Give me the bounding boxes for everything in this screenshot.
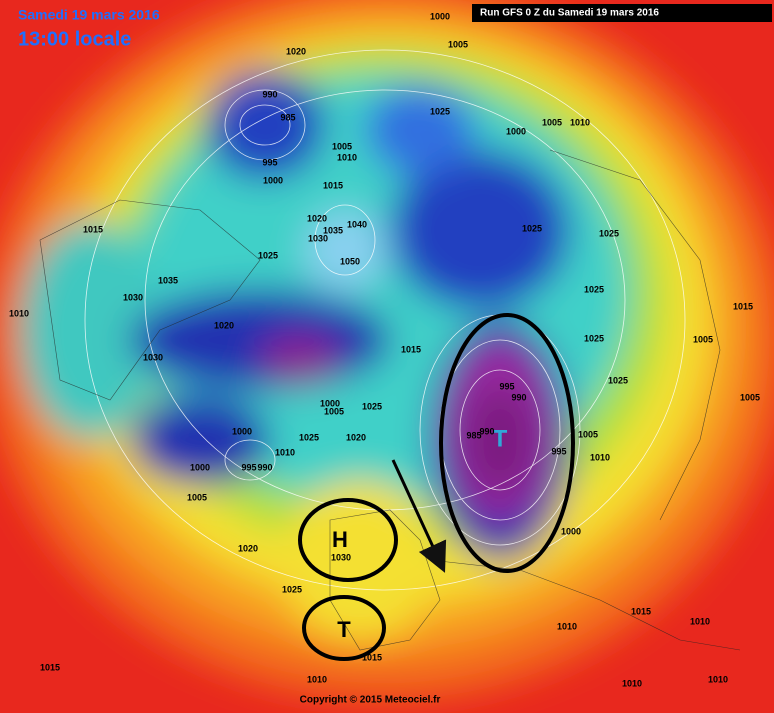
isobar-label: 1015 xyxy=(362,652,382,662)
isobar-label: 1000 xyxy=(320,398,340,408)
isobar-label: 990 xyxy=(257,462,272,472)
date: Samedi 19 mars 2016 xyxy=(18,7,160,23)
isobar-label: 1005 xyxy=(324,406,344,416)
low-circle xyxy=(439,313,575,573)
isobar-label: 1000 xyxy=(190,462,210,472)
isobar-label: 995 xyxy=(262,157,277,167)
high-label: H xyxy=(332,527,348,552)
copyright: Copyright © 2015 Meteociel.fr xyxy=(300,695,441,706)
low-label-small: T xyxy=(337,617,351,642)
isobar-label: 1020 xyxy=(307,213,327,223)
isobar-label: 1005 xyxy=(332,141,352,151)
isobar-label: 1015 xyxy=(40,662,60,672)
coastlines xyxy=(39,149,741,651)
isobar-label: 1010 xyxy=(622,678,642,688)
isobar-label: 985 xyxy=(280,112,295,122)
low-center: T xyxy=(493,425,508,452)
isobar-label: 1000 xyxy=(506,126,526,136)
time: 13:00 locale xyxy=(18,28,131,50)
isobar-label: 1005 xyxy=(578,429,598,439)
isobar-label: 995 xyxy=(241,462,256,472)
isobar-label: 1010 xyxy=(557,621,577,631)
isobar-label: 1010 xyxy=(590,452,610,462)
isobar-label: 1025 xyxy=(299,432,319,442)
isobar-label: 1010 xyxy=(307,674,327,684)
isobar-label: 1020 xyxy=(286,46,306,56)
isobar-label: 1010 xyxy=(337,152,357,162)
isobar-label: 1015 xyxy=(631,606,651,616)
isobar-label: 1025 xyxy=(584,333,604,343)
isobar-label: 990 xyxy=(262,89,277,99)
isobar-label: 1010 xyxy=(9,308,29,318)
isobar-label: 995 xyxy=(499,381,514,391)
isobar-label: 1030 xyxy=(143,352,163,362)
isobar-label: 1015 xyxy=(401,344,421,354)
isobar-label: 1025 xyxy=(362,401,382,411)
isobar-label: 1030 xyxy=(123,292,143,302)
isobar-label: 1015 xyxy=(83,224,103,234)
isobar-label: 1015 xyxy=(323,180,343,190)
isobar-label: 1035 xyxy=(158,275,178,285)
isobar-label: 990 xyxy=(511,392,526,402)
isobar-label: 1030 xyxy=(308,233,328,243)
isobar-label: 1000 xyxy=(561,526,581,536)
isobar-label: 1005 xyxy=(693,334,713,344)
isobar-label: 1010 xyxy=(570,117,590,127)
run-text: Run GFS 0 Z du Samedi 19 mars 2016 xyxy=(480,8,659,19)
isobar-label: 990 xyxy=(479,426,494,436)
isobar-label: 1015 xyxy=(733,301,753,311)
isobar-label: 1020 xyxy=(214,320,234,330)
isobar-label: 1025 xyxy=(282,584,302,594)
isobar-label: 1035 xyxy=(323,225,343,235)
isobar-label: 1025 xyxy=(430,106,450,116)
arrow xyxy=(391,459,447,573)
isobar-label: 985 xyxy=(466,430,481,440)
isobar-label: 1005 xyxy=(448,39,468,49)
isobar-label: 1010 xyxy=(690,616,710,626)
isobar-label: 1005 xyxy=(187,492,207,502)
isobar-label: 1020 xyxy=(346,432,366,442)
isobar-label: 1020 xyxy=(238,543,258,553)
isobar-label: 1040 xyxy=(347,219,367,229)
isobar-label: 1010 xyxy=(708,674,728,684)
isobar-label: 1005 xyxy=(542,117,562,127)
isobar-label: 1025 xyxy=(599,228,619,238)
isobar-label: 1000 xyxy=(263,175,283,185)
annotations xyxy=(298,313,575,661)
low-circle-small xyxy=(302,595,386,661)
isobar-label: 1005 xyxy=(740,392,760,402)
isobar-label: 1030 xyxy=(331,552,351,562)
isobar-label: 1025 xyxy=(584,284,604,294)
isobar-label: 1025 xyxy=(258,250,278,260)
isobar-label: 1050 xyxy=(340,256,360,266)
isobar-label: 995 xyxy=(551,446,566,456)
isobar-labels: 1000100510209909859951000100510101025100… xyxy=(9,11,760,688)
high-circle xyxy=(298,498,398,582)
isobar-label: 1010 xyxy=(275,447,295,457)
run-bar xyxy=(472,4,772,22)
isobar-label: 1000 xyxy=(430,11,450,21)
isobar-label: 1025 xyxy=(522,223,542,233)
isobar-label: 1025 xyxy=(608,375,628,385)
isobar-label: 1000 xyxy=(232,426,252,436)
